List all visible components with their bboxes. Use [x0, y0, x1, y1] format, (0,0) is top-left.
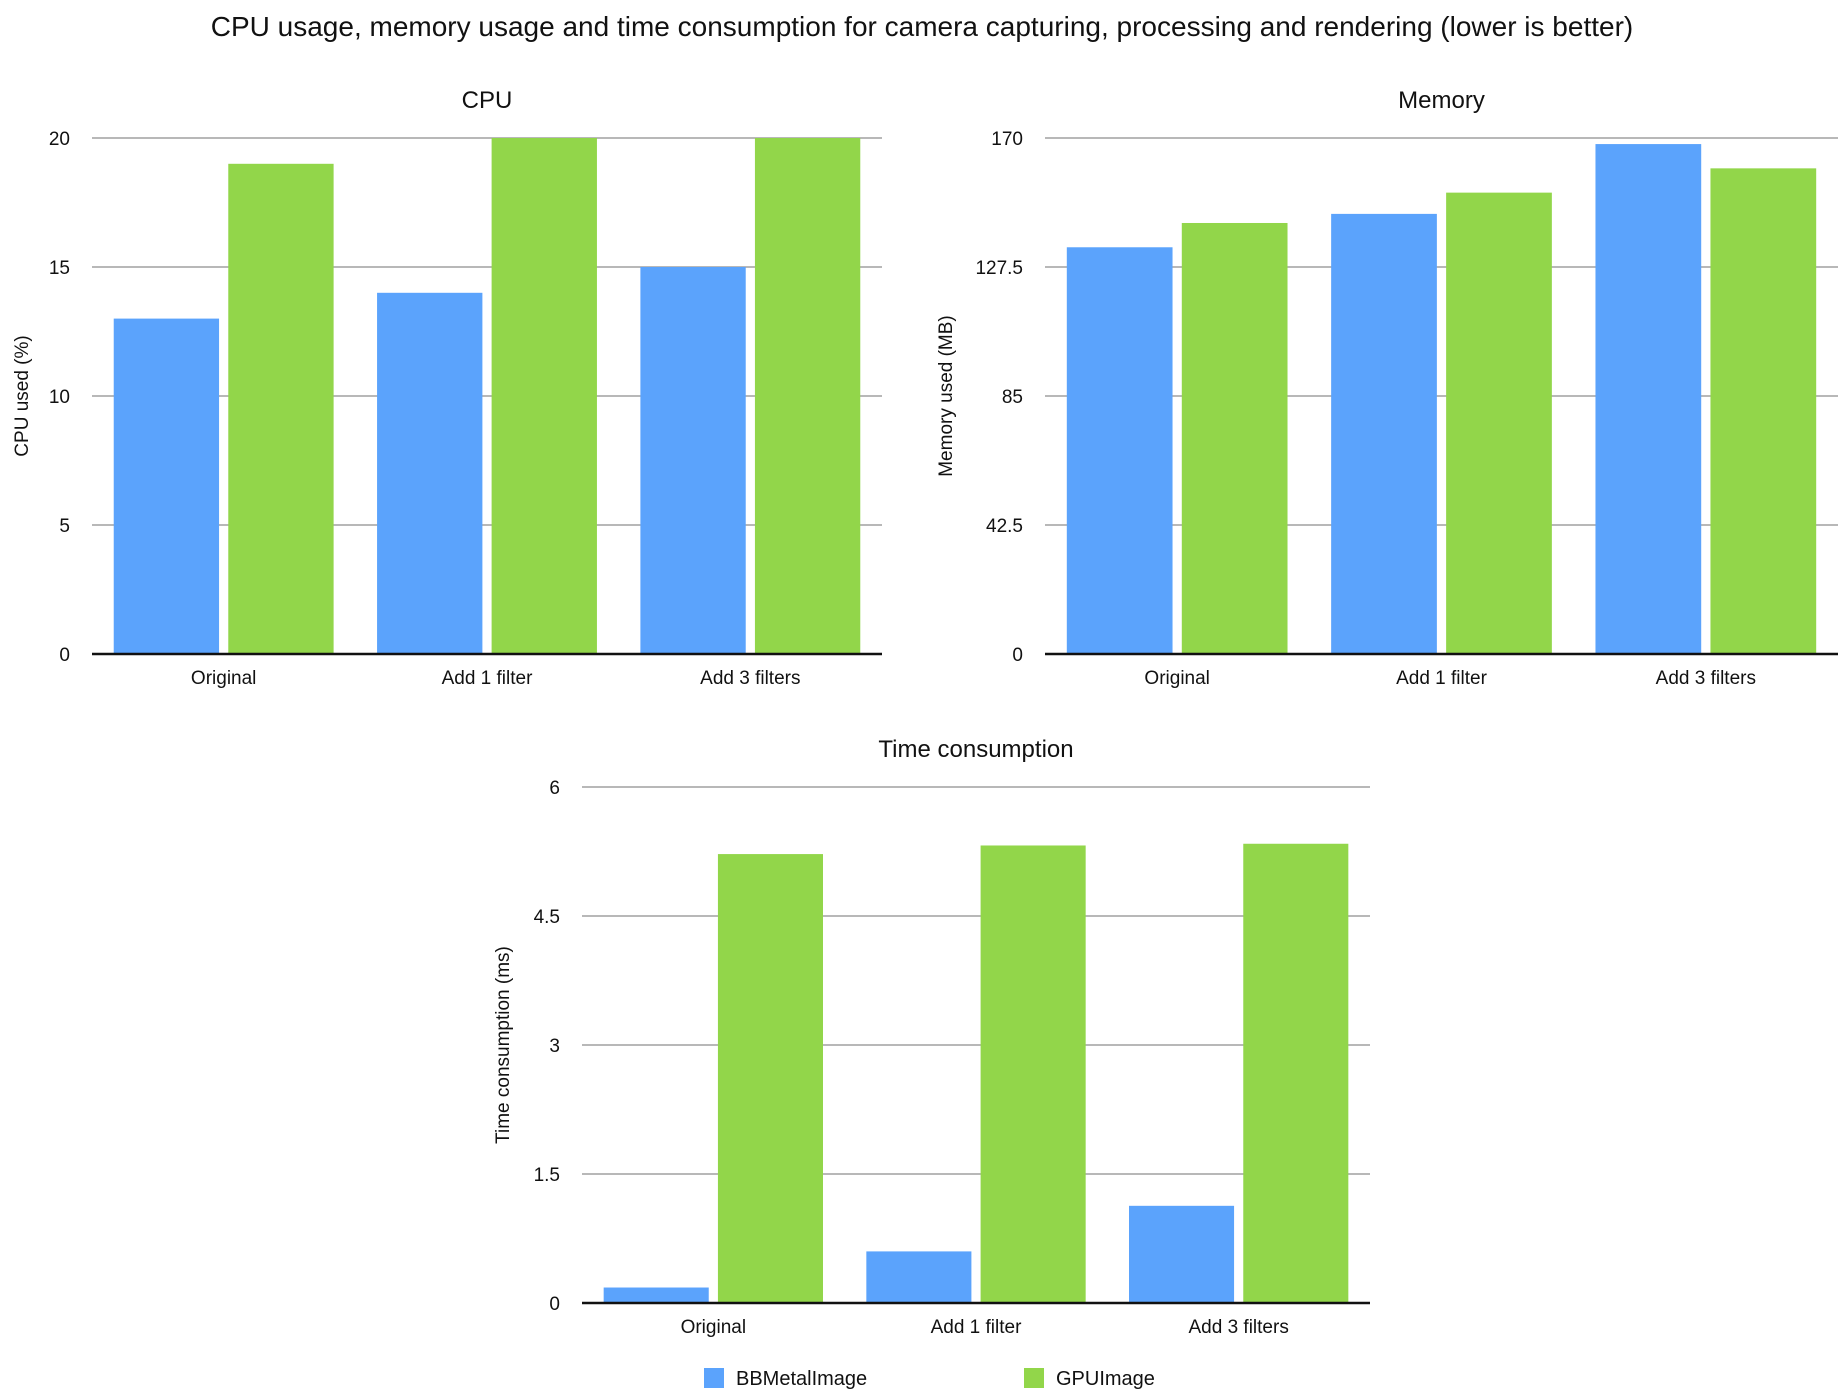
memory-bar-bbmetalimage-add-3-filters [1595, 144, 1702, 654]
memory-y-axis-label: Memory used (MB) [936, 315, 957, 477]
cpu-bar-bbmetalimage-original [113, 318, 220, 654]
memory-x-tick-label: Add 1 filter [1396, 668, 1487, 689]
memory-bar-gpuimage-original [1181, 222, 1288, 655]
figure-title: CPU usage, memory usage and time consump… [211, 11, 1633, 42]
memory-bar-gpuimage-add-3-filters [1710, 168, 1817, 654]
memory-chart: Memory 0 42.5 85 127.5 170 Memory used (MB) Ori… [936, 87, 1838, 689]
memory-y-tick-label: 127.5 [975, 258, 1023, 279]
memory-y-tick-label: 85 [1002, 387, 1023, 408]
time-bar-bbmetalimage-add-3-filters [1129, 1205, 1235, 1303]
time-bar-gpuimage-add-3-filters [1243, 843, 1349, 1303]
memory-x-tick-label: Add 3 filters [1656, 668, 1756, 689]
cpu-y-tick-label: 20 [49, 129, 70, 150]
cpu-x-tick-label: Original [191, 668, 256, 689]
legend-swatch-bbmetalimage [704, 1368, 724, 1388]
cpu-bar-bbmetalimage-add-1-filter [377, 292, 483, 654]
cpu-x-tick-label: Add 1 filter [442, 668, 533, 689]
time-bar-gpuimage-original [717, 854, 823, 1303]
time-x-tick-label: Original [681, 1317, 746, 1338]
time-y-axis-label: Time consumption (ms) [493, 946, 514, 1144]
memory-y-tick-label: 0 [1012, 645, 1023, 666]
memory-y-tick-label: 42.5 [986, 516, 1023, 537]
cpu-x-tick-label: Add 3 filters [700, 668, 800, 689]
cpu-bar-gpuimage-add-1-filter [491, 138, 597, 654]
cpu-y-tick-label: 5 [59, 516, 70, 537]
cpu-bar-gpuimage-original [228, 163, 334, 655]
legend-label-gpuimage: GPUImage [1056, 1368, 1155, 1390]
cpu-chart-title: CPU [462, 87, 513, 114]
legend-swatch-gpuimage [1024, 1368, 1044, 1388]
time-y-tick-label: 3 [549, 1036, 560, 1057]
memory-bar-bbmetalimage-add-1-filter [1331, 213, 1437, 654]
time-y-tick-label: 4.5 [534, 907, 560, 928]
memory-bar-gpuimage-add-1-filter [1446, 192, 1552, 654]
memory-x-tick-label: Original [1144, 668, 1209, 689]
cpu-bar-bbmetalimage-add-3-filters [640, 267, 746, 654]
time-chart: Time consumption 0 1.5 3 4.5 6 Time consumptio… [493, 736, 1370, 1338]
memory-y-tick-label: 170 [991, 129, 1023, 150]
time-y-tick-label: 0 [549, 1294, 560, 1315]
time-x-tick-label: Add 1 filter [931, 1317, 1022, 1338]
legend: BBMetalImage GPUImage [704, 1368, 1155, 1390]
time-bar-bbmetalimage-add-1-filter [866, 1251, 972, 1303]
memory-bar-bbmetalimage-original [1066, 247, 1173, 655]
memory-chart-title: Memory [1398, 87, 1485, 114]
cpu-y-tick-label: 0 [59, 645, 70, 666]
time-chart-title: Time consumption [878, 736, 1073, 763]
time-bar-bbmetalimage-original [603, 1287, 709, 1303]
time-y-tick-label: 6 [549, 778, 560, 799]
time-x-tick-label: Add 3 filters [1189, 1317, 1289, 1338]
time-y-tick-label: 1.5 [534, 1165, 560, 1186]
time-bar-gpuimage-add-1-filter [980, 845, 1086, 1303]
cpu-y-axis-label: CPU used (%) [12, 335, 33, 456]
cpu-y-tick-label: 10 [49, 387, 70, 408]
legend-label-bbmetalimage: BBMetalImage [736, 1368, 867, 1390]
cpu-y-tick-label: 15 [49, 258, 70, 279]
cpu-chart: CPU 0 5 10 15 20 CPU used (%) Original Add 1 fil… [12, 87, 882, 689]
cpu-bar-gpuimage-add-3-filters [754, 138, 861, 654]
